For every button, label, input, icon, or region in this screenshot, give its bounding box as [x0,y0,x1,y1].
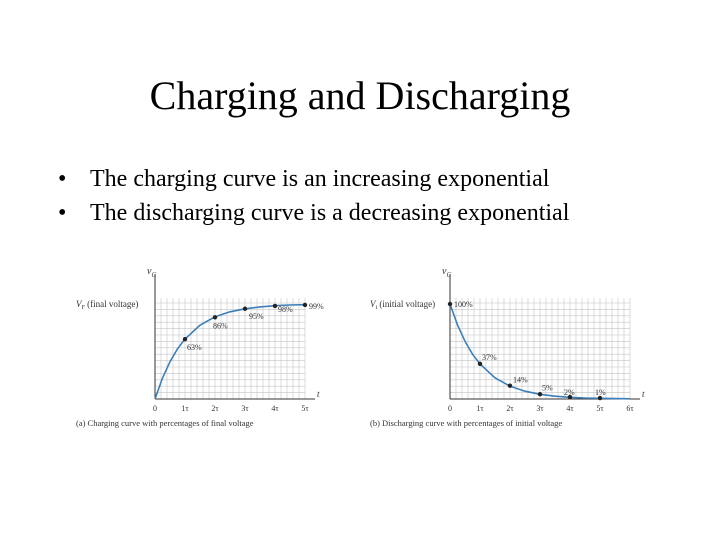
chart-caption: (a) Charging curve with percentages of f… [76,418,254,428]
x-tick-label: 4τ [566,404,574,413]
data-point [597,395,603,401]
x-axis-label: t [317,389,320,399]
x-tick-label: 1τ [181,404,189,413]
bullet-text-discharging: The discharging curve is a decreasing ex… [90,200,570,226]
chart-caption: (b) Discharging curve with percentages o… [370,418,562,428]
charging-chart-svg: vC VF (final voltage) t 0 1τ 2τ 3τ 4τ 5τ 63% 86% 95… [76,266,324,428]
data-label: 95% [249,312,264,321]
reference-voltage-label: VF (final voltage) [76,299,138,311]
x-tick-label: 2τ [211,404,219,413]
charging-chart: vC VF (final voltage) t 0 1τ 2τ 3τ 4τ 5τ 63% 86% 95… [72,262,352,437]
data-point [212,315,218,320]
data-label: 1% [595,388,606,397]
data-label: 63% [187,343,202,352]
data-point [507,383,513,388]
data-point [302,302,308,308]
y-axis-label: vC [147,266,156,279]
x-tick-label: 0 [448,404,452,413]
bullet-item: • The discharging curve is a decreasing … [58,196,569,230]
y-axis-label: vC [442,266,451,279]
bullet-dot-icon: • [58,166,67,192]
data-label: 86% [213,321,228,330]
series-line [449,303,631,400]
discharging-chart: vC Vi (initial voltage) t 0 1τ 2τ 3τ 4τ 5τ 6τ 100%… [366,262,666,437]
bullet-text-charging: The charging curve is an increasing expo… [90,166,550,192]
bullet-item: • The charging curve is an increasing ex… [58,162,569,196]
reference-voltage-label: Vi (initial voltage) [370,299,435,311]
x-tick-label: 3τ [241,404,249,413]
discharging-chart-svg: vC Vi (initial voltage) t 0 1τ 2τ 3τ 4τ 5τ 6τ 100%… [370,266,645,428]
data-label: 14% [513,376,528,385]
data-label: 37% [482,353,497,362]
data-point [537,392,543,397]
x-tick-label: 2τ [506,404,514,413]
slide-title: Charging and Discharging [149,73,571,118]
data-point [242,306,248,311]
data-label: 100% [454,300,473,309]
data-label: 5% [542,383,553,392]
data-point [477,361,483,367]
data-label: 99% [309,302,324,311]
x-tick-label: 6τ [626,404,634,413]
x-tick-label: 5τ [301,404,309,413]
data-label: 98% [278,305,293,314]
bullet-dot-icon: • [58,200,67,226]
grid [449,298,631,400]
data-point [447,301,453,307]
x-tick-label: 3τ [536,404,544,413]
x-axis-label: t [642,389,645,399]
series-line [154,303,306,400]
x-tick-label: 0 [153,404,157,413]
data-point [567,394,573,400]
x-tick-label: 1τ [476,404,484,413]
data-point [272,303,278,309]
x-tick-label: 4τ [271,404,279,413]
data-point [182,336,188,342]
data-label: 2% [564,388,575,397]
x-tick-label: 5τ [596,404,604,413]
bullet-list: • The charging curve is an increasing ex… [58,162,569,230]
